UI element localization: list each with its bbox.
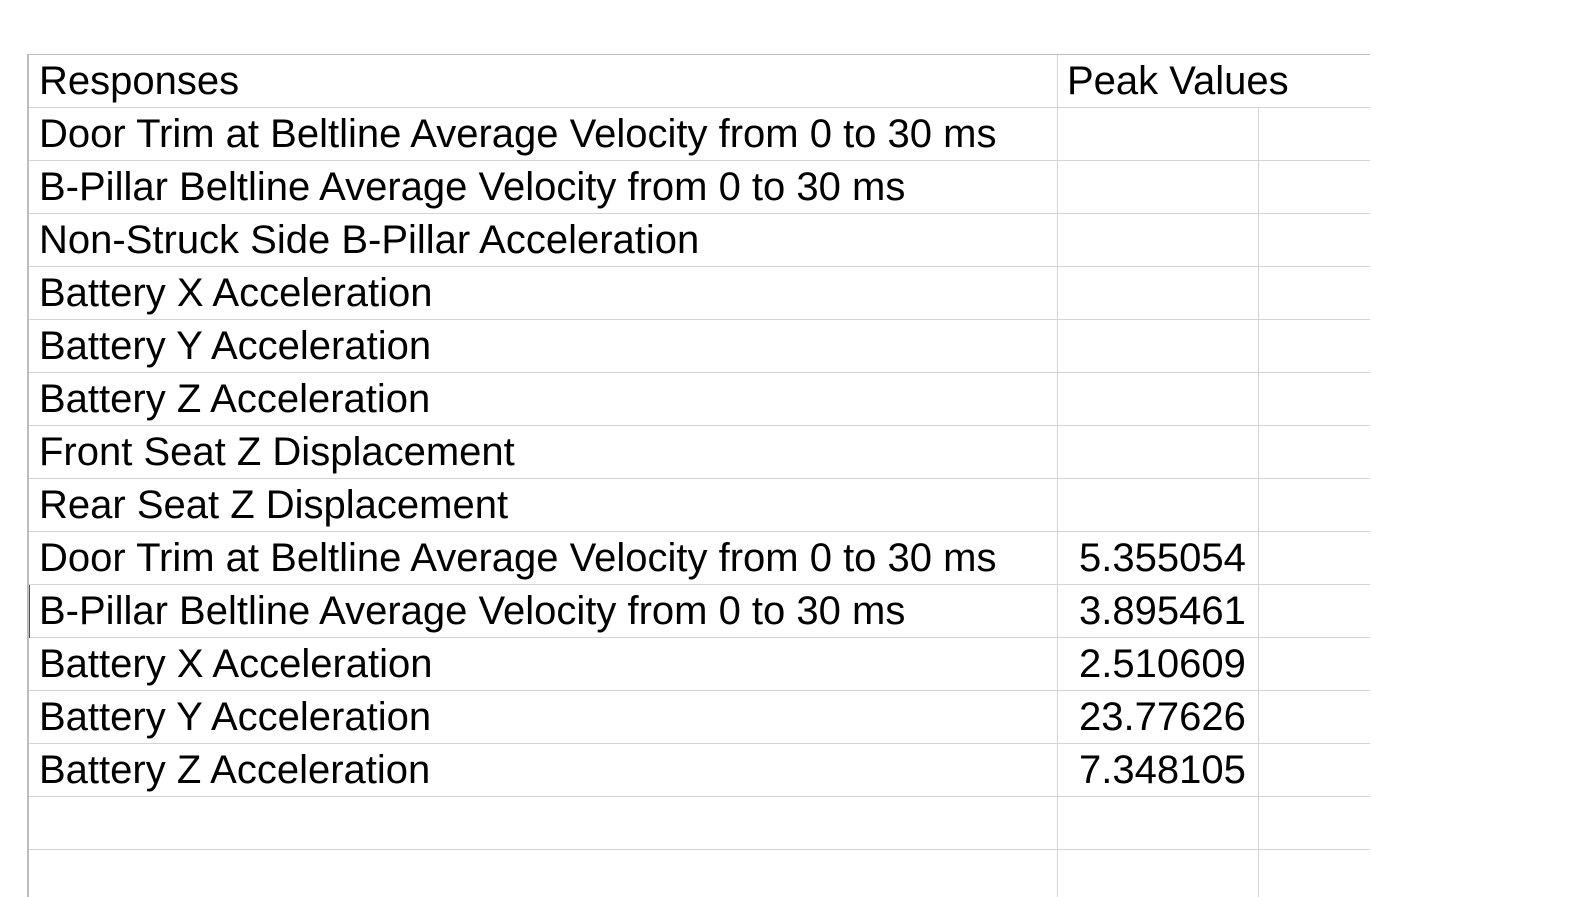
response-cell[interactable]: Battery X Acceleration	[39, 642, 433, 686]
column-divider-c	[1258, 108, 1259, 897]
response-cell[interactable]: Battery Z Acceleration	[39, 377, 431, 421]
table-row: Battery Z Acceleration 7.348105	[29, 744, 1370, 797]
table-row: Battery Y Acceleration	[29, 320, 1370, 373]
table-row: B-Pillar Beltline Average Velocity from …	[29, 585, 1370, 638]
spreadsheet-grid[interactable]: Responses Peak Values Door Trim at Beltl…	[27, 54, 1370, 897]
table-row: Battery X Acceleration 2.510609	[29, 638, 1370, 691]
response-cell[interactable]: Non-Struck Side B-Pillar Acceleration	[39, 218, 700, 262]
table-row: Non-Struck Side B-Pillar Acceleration	[29, 214, 1370, 267]
peak-value-cell[interactable]: 7.348105	[1079, 748, 1246, 792]
table-row: Rear Seat Z Displacement	[29, 479, 1370, 532]
response-cell[interactable]: Battery Y Acceleration	[39, 695, 432, 739]
column-divider-b	[1057, 55, 1058, 897]
active-row-marker	[29, 585, 30, 638]
table-row: Battery Z Acceleration	[29, 373, 1370, 426]
header-row: Responses Peak Values	[29, 55, 1370, 108]
peak-value-cell[interactable]: 23.77626	[1079, 695, 1246, 739]
table-row: Door Trim at Beltline Average Velocity f…	[29, 532, 1370, 585]
response-cell[interactable]: Door Trim at Beltline Average Velocity f…	[39, 112, 997, 156]
table-row: B-Pillar Beltline Average Velocity from …	[29, 161, 1370, 214]
response-cell[interactable]: Door Trim at Beltline Average Velocity f…	[39, 536, 997, 580]
table-row: Front Seat Z Displacement	[29, 426, 1370, 479]
table-row: Battery Y Acceleration 23.77626	[29, 691, 1370, 744]
header-cell-responses[interactable]: Responses	[39, 59, 240, 103]
response-cell[interactable]: Battery Y Acceleration	[39, 324, 432, 368]
peak-value-cell[interactable]: 5.355054	[1079, 536, 1246, 580]
table-row	[29, 797, 1370, 850]
table-row	[29, 850, 1370, 897]
header-cell-peak-values[interactable]: Peak Values	[1067, 59, 1289, 103]
response-cell[interactable]: Battery Z Acceleration	[39, 748, 431, 792]
response-cell[interactable]: Front Seat Z Displacement	[39, 430, 515, 474]
response-cell[interactable]: Rear Seat Z Displacement	[39, 483, 509, 527]
response-cell[interactable]: B-Pillar Beltline Average Velocity from …	[39, 589, 906, 633]
table-row: Door Trim at Beltline Average Velocity f…	[29, 108, 1370, 161]
peak-value-cell[interactable]: 3.895461	[1079, 589, 1246, 633]
peak-value-cell[interactable]: 2.510609	[1079, 642, 1246, 686]
response-cell[interactable]: Battery X Acceleration	[39, 271, 433, 315]
response-cell[interactable]: B-Pillar Beltline Average Velocity from …	[39, 165, 906, 209]
table-row: Battery X Acceleration	[29, 267, 1370, 320]
